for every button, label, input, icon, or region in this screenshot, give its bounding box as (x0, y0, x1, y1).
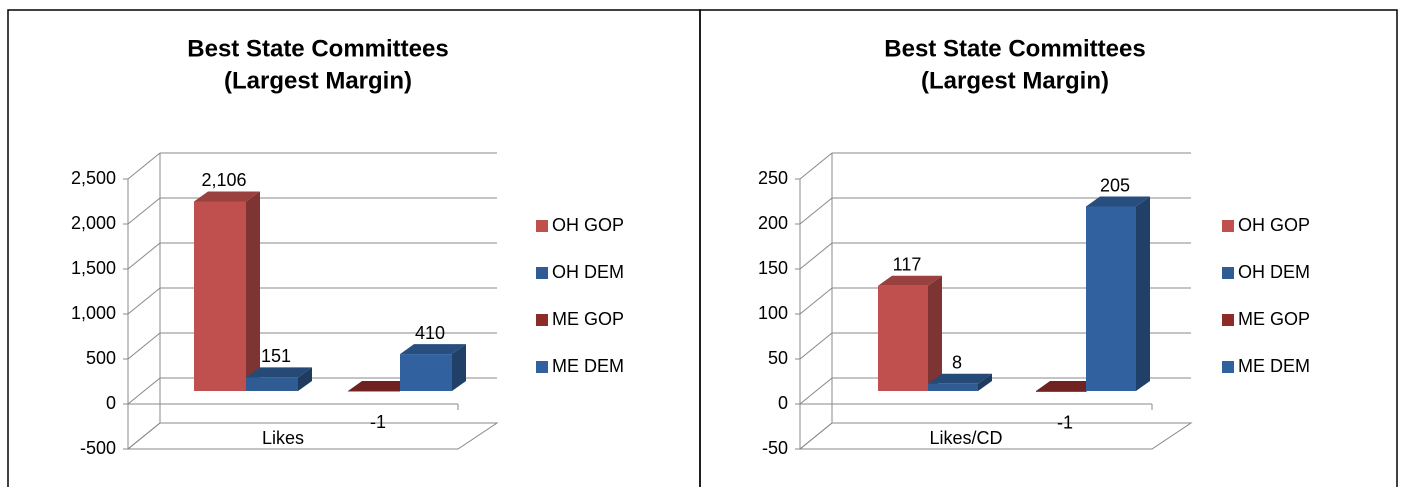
bar (928, 373, 992, 391)
floor (798, 422, 1193, 450)
bar-front (194, 201, 246, 391)
bar-side (246, 191, 260, 391)
y-tick-label: 0 (778, 393, 788, 413)
legend-swatch (1222, 314, 1234, 326)
grid-line (799, 152, 833, 180)
bar-front (878, 285, 928, 391)
data-label: -1 (370, 412, 386, 432)
y-tick-label: 100 (758, 303, 788, 323)
data-label: 151 (261, 346, 291, 366)
data-label: 205 (1100, 175, 1130, 195)
chart-title: (Largest Margin) (921, 67, 1109, 94)
data-label: 8 (952, 353, 962, 373)
bar (246, 367, 312, 391)
grid-line (127, 242, 161, 270)
legend-label: ME DEM (1238, 356, 1310, 376)
bar-top (928, 373, 992, 384)
chart-title: Best State Committees (187, 35, 448, 62)
grid-line (799, 197, 833, 225)
legend-label: OH GOP (1238, 215, 1310, 235)
floor (126, 422, 499, 450)
bar-top (1086, 196, 1150, 207)
legend-swatch (1222, 220, 1234, 232)
grid-line (127, 197, 161, 225)
x-tick-label: Likes/CD (929, 428, 1002, 448)
bar-top (878, 275, 942, 286)
bar-front (1036, 391, 1086, 392)
bar-front (400, 354, 452, 391)
y-tick-label: 0 (106, 393, 116, 413)
bar-top (400, 344, 466, 355)
grid-line (799, 242, 833, 270)
bar-front (246, 377, 298, 391)
bar-side (298, 367, 312, 391)
legend-label: ME GOP (1238, 309, 1310, 329)
grid-line (799, 377, 833, 405)
bar-front (348, 391, 400, 392)
bar-top (348, 381, 414, 391)
grid-line (127, 287, 161, 315)
legend-label: ME GOP (552, 309, 624, 329)
y-tick-label: 500 (86, 348, 116, 368)
y-tick-label: 50 (768, 348, 788, 368)
bar-top (194, 191, 260, 202)
grid-line (799, 332, 833, 360)
grid-line (799, 287, 833, 315)
y-tick-label: 1,500 (71, 258, 116, 278)
y-tick-label: -500 (80, 438, 116, 458)
chart-title: Best State Committees (884, 35, 1145, 62)
y-tick-label: 200 (758, 213, 788, 233)
y-tick-label: 2,500 (71, 168, 116, 188)
bar (878, 275, 942, 391)
legend-label: ME DEM (552, 356, 624, 376)
bar-top (1036, 381, 1100, 391)
data-label: 410 (415, 323, 445, 343)
bar-side (1136, 196, 1150, 391)
y-tick-label: 150 (758, 258, 788, 278)
data-label: 117 (893, 254, 922, 274)
data-label: 2,106 (201, 170, 246, 190)
legend-swatch (536, 361, 548, 373)
y-tick-label: 2,000 (71, 213, 116, 233)
bar-front (928, 383, 978, 391)
legend-label: OH GOP (552, 215, 624, 235)
legend-swatch (1222, 361, 1234, 373)
data-label: -1 (1057, 413, 1073, 433)
legend-swatch (536, 220, 548, 232)
chart-title: (Largest Margin) (224, 67, 412, 94)
y-tick-label: -50 (762, 438, 788, 458)
bar (194, 191, 260, 391)
grid-line (127, 332, 161, 360)
y-tick-label: 1,000 (71, 303, 116, 323)
bar (400, 344, 466, 391)
legend-swatch (536, 267, 548, 279)
legend-swatch (1222, 267, 1234, 279)
bar-side (928, 275, 942, 391)
grid-line (127, 152, 161, 180)
bar-front (1086, 206, 1136, 391)
bar-side (452, 344, 466, 391)
grid-line (127, 377, 161, 405)
x-tick-label: Likes (262, 428, 304, 448)
legend-swatch (536, 314, 548, 326)
y-tick-label: 250 (758, 168, 788, 188)
legend-label: OH DEM (552, 262, 624, 282)
bar (1086, 196, 1150, 391)
bar-side (978, 373, 992, 391)
legend-label: OH DEM (1238, 262, 1310, 282)
bar-top (246, 367, 312, 378)
